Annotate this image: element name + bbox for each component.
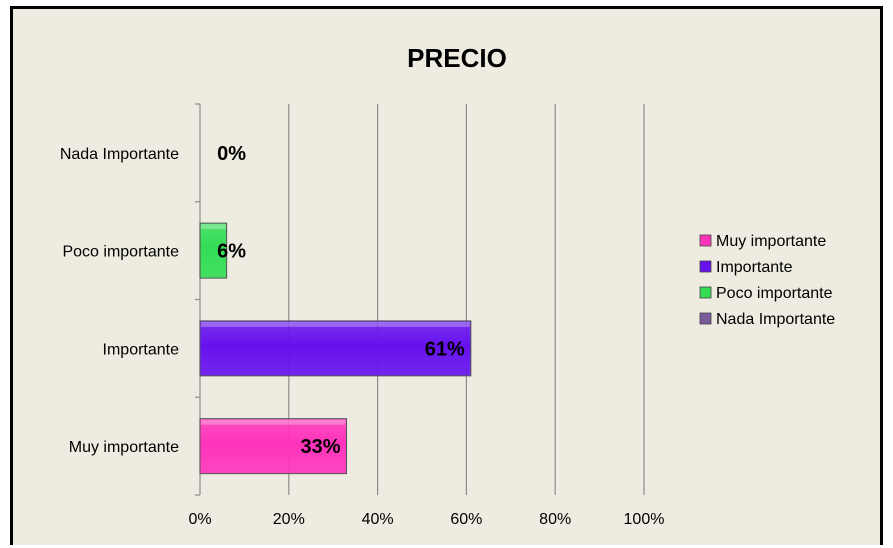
category-labels: Muy importante Importante Poco importante N… <box>60 146 179 456</box>
bar-highlight-importante <box>201 321 470 327</box>
bar-highlight-muy-importante <box>201 419 346 425</box>
category-label-importante: Importante <box>103 341 180 358</box>
x-tick-label-0: 0% <box>188 511 211 528</box>
x-tick-label-80: 80% <box>539 511 571 528</box>
x-tick-label-100: 100% <box>624 511 665 528</box>
legend-swatch-importante <box>699 260 712 273</box>
legend-swatch-poco-importante <box>699 286 712 299</box>
bar-highlight-poco-importante <box>201 224 226 230</box>
data-label-muy-importante: 33% <box>300 436 340 458</box>
legend-entry-importante: Importante <box>716 259 793 276</box>
bars <box>199 222 472 475</box>
chart-area: PRECIO 0% 20% 40% 60% 80% 100% Muy importante… <box>10 6 883 545</box>
x-tick-label-60: 60% <box>450 511 482 528</box>
legend: Muy importante Importante Poco importante N… <box>699 233 835 328</box>
category-label-muy-importante: Muy importante <box>69 439 179 456</box>
legend-entry-muy-importante: Muy importante <box>716 233 826 250</box>
bar-importante <box>199 320 472 377</box>
bar-muy-importante <box>199 418 348 475</box>
x-axis-tick-labels: 0% 20% 40% 60% 80% 100% <box>188 511 664 528</box>
legend-swatch-muy-importante <box>699 234 712 247</box>
x-tick-label-40: 40% <box>362 511 394 528</box>
legend-swatch-nada-importante <box>699 312 712 325</box>
category-label-nada-importante: Nada Importante <box>60 146 179 163</box>
category-label-poco-importante: Poco importante <box>62 244 179 261</box>
x-tick-label-20: 20% <box>273 511 305 528</box>
chart-title: PRECIO <box>407 43 507 73</box>
legend-entry-poco-importante: Poco importante <box>716 285 833 302</box>
data-label-poco-importante: 6% <box>217 241 246 263</box>
data-label-nada-importante: 0% <box>217 143 246 165</box>
chart-svg: PRECIO 0% 20% 40% 60% 80% 100% Muy importante… <box>60 43 835 528</box>
legend-entry-nada-importante: Nada Importante <box>716 311 835 328</box>
data-labels: 33% 61% 6% 0% <box>217 143 465 458</box>
bar-poco-importante <box>199 222 228 279</box>
data-label-importante: 61% <box>425 338 465 360</box>
